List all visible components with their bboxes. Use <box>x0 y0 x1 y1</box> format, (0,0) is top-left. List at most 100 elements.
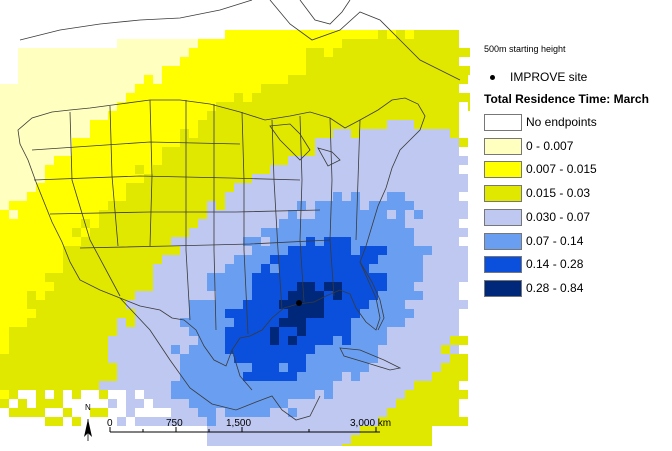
grid-cell <box>72 228 81 237</box>
grid-cell <box>216 192 225 201</box>
grid-cell <box>153 390 162 399</box>
grid-cell <box>324 381 333 390</box>
grid-cell <box>459 84 468 93</box>
grid-cell <box>234 372 243 381</box>
grid-cell <box>126 111 135 120</box>
grid-cell <box>405 435 414 444</box>
grid-cell <box>144 390 153 399</box>
grid-cell <box>9 282 18 291</box>
grid-cell <box>135 381 144 390</box>
grid-cell <box>90 111 99 120</box>
grid-cell <box>144 309 153 318</box>
grid-cell <box>198 264 207 273</box>
grid-cell <box>162 129 171 138</box>
grid-cell <box>18 408 27 417</box>
grid-cell <box>297 435 306 444</box>
grid-cell <box>432 192 441 201</box>
grid-cell <box>342 408 351 417</box>
grid-cell <box>207 354 216 363</box>
grid-cell <box>396 228 405 237</box>
grid-cell <box>333 102 342 111</box>
grid-cell <box>288 381 297 390</box>
grid-cell <box>207 426 216 435</box>
grid-cell <box>261 417 270 426</box>
grid-cell <box>405 273 414 282</box>
grid-cell <box>315 66 324 75</box>
grid-cell <box>360 84 369 93</box>
grid-cell <box>207 138 216 147</box>
grid-cell <box>306 435 315 444</box>
grid-cell <box>63 336 72 345</box>
grid-cell <box>423 183 432 192</box>
grid-cell <box>108 381 117 390</box>
grid-cell <box>351 399 360 408</box>
grid-cell <box>108 237 117 246</box>
grid-cell <box>315 399 324 408</box>
grid-cell <box>378 183 387 192</box>
grid-cell <box>423 363 432 372</box>
grid-cell <box>27 138 36 147</box>
grid-cell <box>180 237 189 246</box>
grid-cell <box>99 219 108 228</box>
grid-cell <box>405 165 414 174</box>
grid-cell <box>405 228 414 237</box>
grid-cell <box>324 147 333 156</box>
grid-cell <box>459 390 468 399</box>
grid-cell <box>0 201 9 210</box>
grid-cell <box>459 372 468 381</box>
grid-cell <box>450 174 459 183</box>
grid-cell <box>216 417 225 426</box>
legend: 500m starting height IMPROVE site Total … <box>470 0 672 446</box>
grid-cell <box>387 48 396 57</box>
grid-cell <box>396 264 405 273</box>
grid-cell <box>324 192 333 201</box>
grid-cell <box>198 228 207 237</box>
grid-cell <box>135 174 144 183</box>
grid-cell <box>72 246 81 255</box>
grid-cell <box>261 327 270 336</box>
grid-cell <box>18 75 27 84</box>
grid-cell <box>396 273 405 282</box>
grid-cell <box>333 165 342 174</box>
grid-cell <box>306 300 315 309</box>
grid-cell <box>108 336 117 345</box>
grid-cell <box>387 102 396 111</box>
grid-cell <box>81 246 90 255</box>
grid-cell <box>72 273 81 282</box>
grid-cell <box>144 345 153 354</box>
grid-cell <box>63 228 72 237</box>
grid-cell <box>63 138 72 147</box>
grid-cell <box>135 309 144 318</box>
grid-cell <box>450 57 459 66</box>
grid-cell <box>288 399 297 408</box>
grid-cell <box>243 48 252 57</box>
grid-cell <box>135 75 144 84</box>
grid-cell <box>423 264 432 273</box>
grid-cell <box>324 399 333 408</box>
grid-cell <box>9 147 18 156</box>
grid-cell <box>459 237 468 246</box>
grid-cell <box>324 237 333 246</box>
grid-cell <box>279 336 288 345</box>
grid-cell <box>405 210 414 219</box>
grid-cell <box>126 120 135 129</box>
grid-cell <box>360 237 369 246</box>
grid-cell <box>378 426 387 435</box>
grid-cell <box>378 390 387 399</box>
grid-cell <box>171 219 180 228</box>
grid-cell <box>306 129 315 138</box>
grid-cell <box>135 237 144 246</box>
grid-cell <box>36 309 45 318</box>
grid-cell <box>450 102 459 111</box>
grid-cell <box>81 192 90 201</box>
grid-cell <box>198 66 207 75</box>
grid-cell <box>369 138 378 147</box>
residence-time-map[interactable] <box>0 0 470 446</box>
grid-cell <box>279 417 288 426</box>
grid-cell <box>315 237 324 246</box>
grid-cell <box>144 156 153 165</box>
grid-cell <box>135 282 144 291</box>
grid-cell <box>81 264 90 273</box>
grid-cell <box>9 210 18 219</box>
grid-cell <box>360 381 369 390</box>
